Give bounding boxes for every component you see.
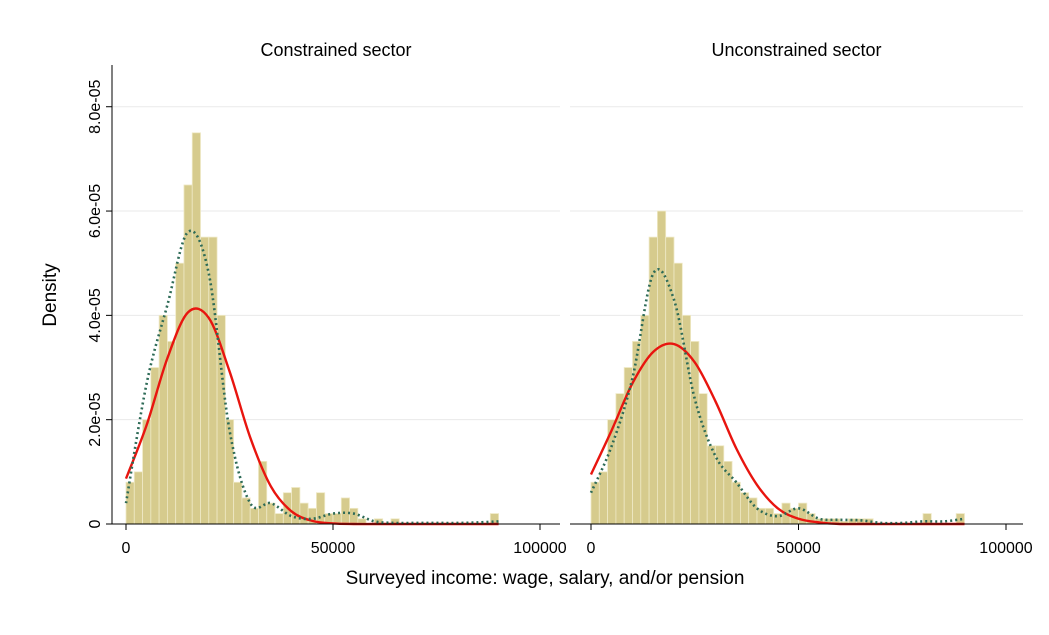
bar — [349, 507, 359, 525]
bar — [340, 497, 350, 525]
bar — [224, 419, 235, 525]
bar — [175, 262, 185, 525]
x-tick-label: 0 — [587, 540, 596, 557]
bar — [731, 481, 741, 525]
bar — [166, 341, 177, 525]
bar — [640, 314, 650, 525]
panel-title: Constrained sector — [260, 40, 411, 60]
bar — [158, 314, 168, 525]
bar — [266, 502, 276, 525]
bar — [698, 393, 708, 525]
bar — [241, 497, 251, 525]
bar — [274, 513, 284, 525]
x-tick-label: 0 — [122, 540, 131, 557]
bar — [598, 471, 608, 525]
bar — [316, 492, 326, 525]
bar — [183, 184, 193, 525]
y-axis-title: Density — [40, 263, 61, 327]
x-tick-label: 50000 — [776, 540, 821, 557]
x-tick-label: 50000 — [311, 540, 356, 557]
kernel-density — [124, 229, 499, 525]
y-tick-label: 0 — [87, 519, 104, 528]
bar — [233, 481, 243, 525]
panel-title: Unconstrained sector — [711, 40, 881, 60]
kernel-density — [589, 267, 965, 525]
bar — [673, 262, 683, 525]
bar — [764, 507, 774, 525]
bar — [133, 471, 143, 525]
x-tick-label: 100000 — [513, 540, 566, 557]
x-axis-title: Surveyed income: wage, salary, and/or pe… — [346, 568, 745, 589]
bar — [299, 502, 309, 525]
y-tick-label: 6.0e-05 — [87, 184, 104, 238]
bar — [657, 210, 667, 525]
bar — [191, 132, 201, 525]
y-tick-label: 4.0e-05 — [87, 288, 104, 342]
bar — [715, 445, 725, 525]
x-tick-label: 100000 — [979, 540, 1032, 557]
bar — [706, 445, 716, 525]
y-tick-label: 8.0e-05 — [87, 79, 104, 133]
bar — [590, 481, 600, 525]
bar — [249, 507, 259, 525]
bar — [200, 236, 210, 525]
bar — [756, 507, 766, 525]
y-tick-label: 2.0e-05 — [87, 392, 104, 446]
bar — [681, 314, 691, 525]
